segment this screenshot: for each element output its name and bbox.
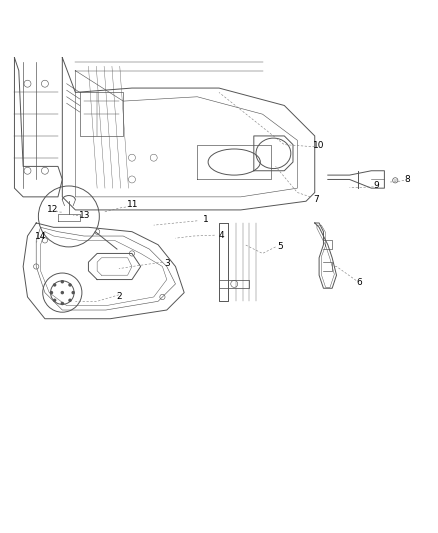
Text: 4: 4 [219,231,224,240]
Text: 11: 11 [127,200,138,209]
Text: 9: 9 [374,181,379,190]
Circle shape [68,298,72,302]
Circle shape [60,280,64,284]
Circle shape [53,283,57,287]
Text: 5: 5 [278,241,283,251]
Text: 3: 3 [164,259,170,268]
Text: 13: 13 [79,211,91,220]
Circle shape [60,291,64,294]
Text: 10: 10 [313,141,325,150]
Circle shape [49,291,53,294]
Circle shape [60,302,64,305]
Text: 7: 7 [313,195,318,204]
Text: 6: 6 [356,278,362,287]
Text: 1: 1 [203,215,209,224]
Circle shape [39,186,99,247]
Text: 12: 12 [47,205,58,214]
Circle shape [68,283,72,287]
Text: 8: 8 [404,175,410,184]
Circle shape [71,291,75,294]
Text: 2: 2 [116,292,122,301]
Circle shape [53,298,57,302]
Text: 14: 14 [35,232,46,241]
